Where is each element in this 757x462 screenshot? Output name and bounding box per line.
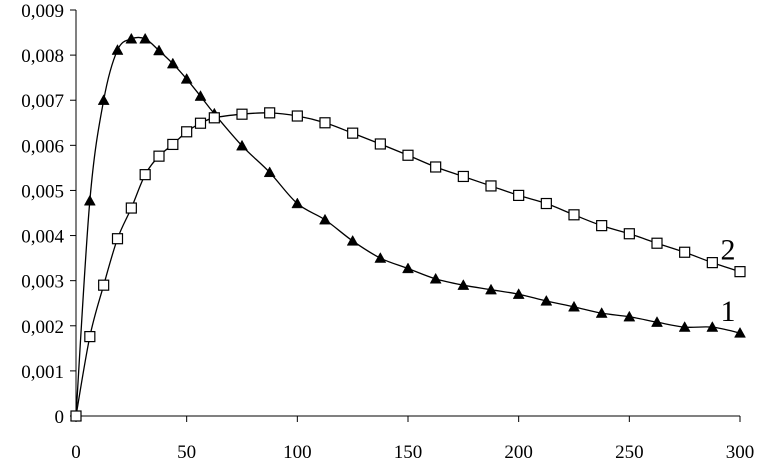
data-point-marker <box>139 169 151 181</box>
data-point-marker <box>374 252 387 263</box>
data-point-marker <box>263 166 276 178</box>
data-point-marker <box>678 321 691 332</box>
data-point-marker <box>181 126 193 138</box>
data-point-marker <box>706 257 718 269</box>
data-point-marker <box>236 108 248 120</box>
data-point-marker <box>98 279 110 291</box>
data-point-marker <box>264 107 276 119</box>
y-tick-label: 0,009 <box>21 1 64 22</box>
data-point-marker <box>623 228 635 240</box>
data-point-marker <box>679 246 691 258</box>
y-tick-label: 0,006 <box>21 136 64 157</box>
data-point-marker <box>429 272 442 284</box>
series-label-1: 1 <box>721 295 736 328</box>
data-point-marker <box>153 150 165 162</box>
data-point-marker <box>319 117 331 129</box>
series-layer <box>70 32 746 422</box>
data-point-marker <box>485 180 497 192</box>
data-point-marker <box>430 161 442 173</box>
y-tick-label: 0,003 <box>21 272 64 293</box>
x-tick-label: 200 <box>504 442 533 462</box>
data-point-marker <box>291 197 304 209</box>
data-point-marker <box>568 209 580 221</box>
data-point-marker <box>125 202 137 214</box>
y-tick-label: 0,007 <box>21 91 64 112</box>
y-tick-label: 0,001 <box>21 362 64 383</box>
data-point-marker <box>180 73 193 84</box>
data-point-marker <box>457 170 469 183</box>
data-point-marker <box>596 220 608 232</box>
data-point-marker <box>651 237 663 249</box>
data-point-marker <box>194 117 207 129</box>
data-point-marker <box>651 316 663 327</box>
series-line <box>75 36 741 417</box>
x-tick-label: 50 <box>177 442 196 462</box>
data-point-marker <box>513 189 525 202</box>
data-point-marker <box>374 138 386 150</box>
data-point-marker <box>236 139 248 151</box>
data-point-marker <box>540 294 553 306</box>
data-point-marker <box>153 44 165 56</box>
data-point-marker <box>319 213 331 225</box>
series-label-2: 2 <box>721 234 736 267</box>
data-point-marker <box>167 138 179 151</box>
data-point-marker <box>194 90 207 101</box>
series-labels: 12 <box>721 234 736 328</box>
data-point-marker <box>457 279 470 290</box>
x-tick-label: 150 <box>394 442 423 462</box>
x-tick-label: 250 <box>615 442 644 462</box>
data-point-marker <box>734 326 746 338</box>
axes <box>75 10 740 417</box>
data-point-marker <box>347 127 359 139</box>
data-point-marker <box>291 110 303 122</box>
data-point-marker <box>346 234 359 246</box>
data-point-marker <box>568 300 580 312</box>
data-point-marker <box>540 197 552 210</box>
series-1 <box>70 32 746 421</box>
data-point-marker <box>485 283 497 295</box>
data-point-marker <box>734 266 746 278</box>
y-tick-label: 0 <box>55 407 65 428</box>
data-point-marker <box>706 321 719 332</box>
data-point-marker <box>139 32 152 44</box>
x-tick-label: 100 <box>283 442 312 462</box>
data-point-marker <box>84 331 96 343</box>
data-point-marker <box>402 149 414 161</box>
data-point-marker <box>166 57 179 69</box>
series-2 <box>70 107 746 422</box>
y-tick-label: 0,008 <box>21 46 64 67</box>
data-point-marker <box>83 194 96 206</box>
data-point-marker <box>512 288 525 299</box>
data-point-marker <box>97 94 110 105</box>
x-tick-label: 0 <box>71 442 81 462</box>
x-axis-ticks: 0 50 100 150 200 250 300 <box>71 416 754 462</box>
y-tick-label: 0,004 <box>21 227 64 248</box>
data-point-marker <box>595 307 608 318</box>
data-point-marker <box>70 410 82 422</box>
data-point-marker <box>111 44 124 55</box>
data-point-marker <box>402 262 414 274</box>
data-point-marker <box>111 233 124 245</box>
x-tick-label: 300 <box>726 442 755 462</box>
y-tick-label: 0,005 <box>21 181 64 202</box>
y-tick-label: 0,002 <box>21 317 64 338</box>
data-point-marker <box>623 310 636 322</box>
data-point-marker <box>208 112 220 124</box>
y-axis-ticks: 0 0,001 0,002 0,003 0,004 0,005 0,006 0,007 0,00… <box>21 1 76 428</box>
data-point-marker <box>125 32 138 44</box>
